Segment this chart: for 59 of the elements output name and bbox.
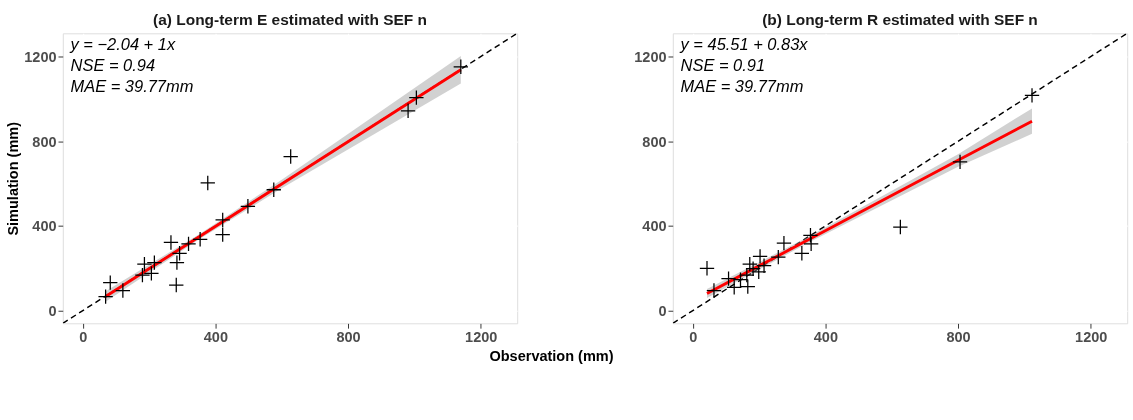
point [745, 260, 761, 277]
y-tick-label: 800 [32, 133, 57, 150]
point [400, 102, 416, 119]
y-tick-label: 1200 [634, 48, 667, 65]
point [180, 236, 197, 252]
y-tick-label: 400 [32, 218, 57, 235]
point [214, 226, 231, 243]
annotation: NSE = 0.94 [70, 56, 156, 75]
point [706, 282, 722, 299]
x-tick-label: 1200 [465, 329, 498, 346]
y-tick-label: 0 [658, 302, 667, 319]
point [453, 58, 469, 75]
point [102, 274, 119, 291]
point [756, 257, 772, 274]
x-tick-label: 800 [946, 329, 971, 346]
point [171, 245, 188, 262]
point [408, 89, 425, 106]
point [752, 248, 768, 265]
chart-title: (a) Long-term E estimated with SEF n [153, 10, 427, 28]
y-tick-label: 800 [642, 133, 667, 150]
chart-title: (b) Long-term R estimated with SEF n [762, 10, 1038, 28]
point [146, 254, 163, 271]
x-axis-title: Observation (mm) [489, 347, 614, 364]
point [97, 288, 114, 305]
point [739, 267, 755, 283]
y-axis-title: Simulation (mm) [4, 121, 21, 236]
annotation: y = −2.04 + 1x [69, 34, 176, 53]
point [115, 282, 131, 299]
point [168, 277, 185, 293]
point [169, 254, 185, 271]
annotation: y = 45.51 + 0.83x [679, 34, 809, 53]
x-tick-label: 400 [203, 329, 228, 346]
annotation: MAE = 39.77mm [70, 77, 194, 96]
point [803, 236, 819, 252]
point [214, 212, 231, 228]
x-tick-label: 400 [813, 329, 838, 346]
point [265, 181, 282, 198]
point [134, 267, 151, 283]
x-tick-label: 0 [79, 329, 88, 346]
point [199, 175, 216, 191]
point [892, 219, 909, 235]
point [240, 198, 256, 215]
point [794, 245, 810, 262]
point [770, 249, 787, 265]
y-tick-label: 0 [48, 302, 57, 319]
point [952, 154, 968, 170]
y-tick-label: 1200 [24, 48, 57, 65]
x-tick-label: 800 [336, 329, 361, 346]
point [282, 148, 299, 165]
x-tick-label: 1200 [1075, 329, 1108, 346]
y-tick-label: 400 [642, 218, 667, 235]
point [1024, 87, 1040, 104]
annotation: NSE = 0.91 [680, 56, 766, 75]
point [776, 235, 792, 251]
x-tick-label: 0 [689, 329, 698, 346]
annotation: MAE = 39.77mm [680, 77, 804, 96]
point [163, 234, 179, 251]
point [699, 260, 715, 277]
point [192, 231, 208, 248]
